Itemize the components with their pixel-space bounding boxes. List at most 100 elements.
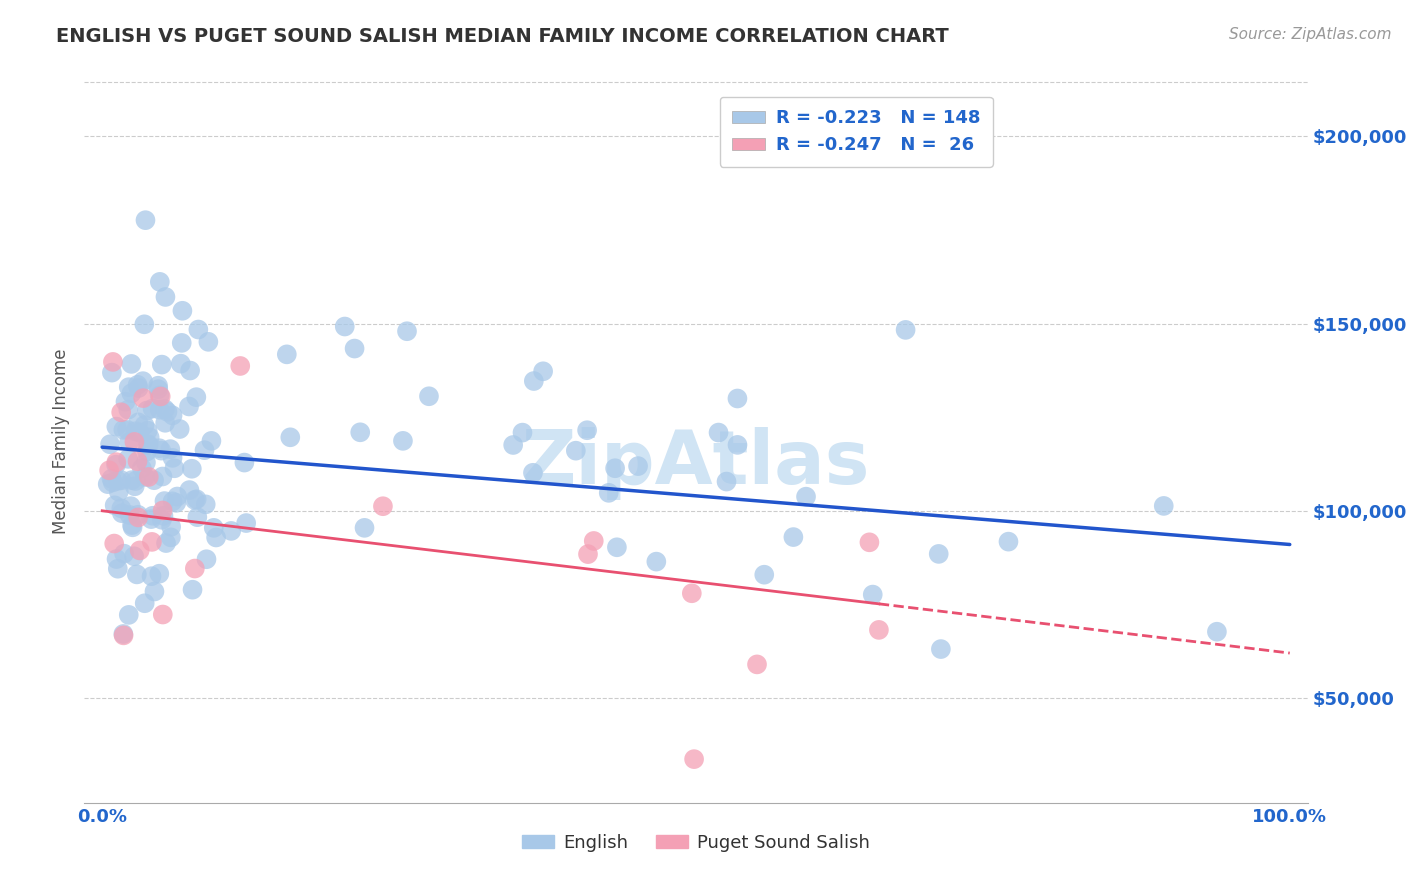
Point bbox=[155, 290, 177, 304]
Point bbox=[141, 569, 163, 583]
Point bbox=[184, 561, 207, 575]
Point bbox=[202, 521, 225, 535]
Point bbox=[681, 586, 703, 600]
Point bbox=[868, 623, 890, 637]
Point bbox=[170, 357, 193, 371]
Point bbox=[235, 516, 257, 530]
Point bbox=[371, 500, 394, 514]
Point bbox=[233, 456, 256, 470]
Point bbox=[127, 454, 149, 468]
Point bbox=[894, 323, 917, 337]
Point bbox=[142, 401, 165, 416]
Point bbox=[219, 524, 242, 538]
Point bbox=[181, 582, 204, 597]
Point bbox=[997, 534, 1019, 549]
Point bbox=[100, 472, 122, 486]
Text: ZipAtlas: ZipAtlas bbox=[522, 426, 870, 500]
Point bbox=[134, 596, 156, 610]
Point bbox=[112, 628, 135, 642]
Point bbox=[166, 490, 188, 504]
Point bbox=[172, 303, 194, 318]
Point bbox=[194, 497, 217, 511]
Point bbox=[134, 418, 156, 433]
Point bbox=[117, 451, 139, 466]
Point bbox=[110, 473, 132, 487]
Point bbox=[134, 213, 156, 227]
Point bbox=[132, 391, 155, 405]
Point bbox=[120, 499, 142, 513]
Point bbox=[349, 425, 371, 440]
Point bbox=[392, 434, 415, 448]
Point bbox=[127, 510, 149, 524]
Point bbox=[149, 402, 172, 417]
Point bbox=[148, 566, 170, 581]
Point bbox=[179, 483, 201, 497]
Point bbox=[101, 355, 124, 369]
Point bbox=[128, 543, 150, 558]
Point bbox=[627, 459, 650, 474]
Text: Source: ZipAtlas.com: Source: ZipAtlas.com bbox=[1229, 27, 1392, 42]
Point bbox=[117, 402, 139, 417]
Point bbox=[707, 425, 730, 440]
Point bbox=[105, 455, 128, 469]
Point bbox=[118, 607, 141, 622]
Point bbox=[112, 423, 135, 437]
Point bbox=[193, 443, 215, 458]
Point bbox=[395, 324, 418, 338]
Point bbox=[782, 530, 804, 544]
Point bbox=[169, 422, 191, 436]
Point bbox=[101, 475, 124, 490]
Point bbox=[128, 381, 150, 395]
Point bbox=[110, 501, 132, 516]
Point bbox=[103, 536, 125, 550]
Point bbox=[727, 438, 749, 452]
Point bbox=[276, 347, 298, 361]
Point bbox=[177, 400, 200, 414]
Point bbox=[112, 627, 135, 641]
Point bbox=[128, 425, 150, 440]
Point bbox=[138, 437, 160, 451]
Point bbox=[156, 405, 179, 419]
Point bbox=[163, 461, 186, 475]
Point bbox=[112, 547, 135, 561]
Point bbox=[124, 425, 146, 439]
Point bbox=[180, 462, 202, 476]
Point bbox=[170, 335, 193, 350]
Point bbox=[152, 508, 174, 523]
Point bbox=[200, 434, 222, 448]
Point bbox=[136, 438, 159, 452]
Point bbox=[928, 547, 950, 561]
Point bbox=[136, 444, 159, 458]
Point bbox=[582, 533, 605, 548]
Point bbox=[127, 415, 149, 429]
Point bbox=[132, 374, 155, 388]
Point bbox=[107, 474, 129, 488]
Point bbox=[98, 437, 121, 451]
Point bbox=[107, 484, 129, 499]
Point bbox=[127, 508, 149, 522]
Point bbox=[124, 474, 146, 488]
Point bbox=[104, 499, 127, 513]
Point bbox=[606, 541, 628, 555]
Point bbox=[512, 425, 534, 440]
Point bbox=[142, 508, 165, 523]
Point bbox=[576, 547, 599, 561]
Point bbox=[136, 403, 159, 417]
Point bbox=[162, 494, 184, 508]
Point bbox=[278, 430, 301, 444]
Point bbox=[134, 470, 156, 484]
Point bbox=[120, 357, 142, 371]
Point bbox=[101, 366, 124, 380]
Point bbox=[105, 552, 128, 566]
Point bbox=[523, 374, 546, 388]
Point bbox=[105, 419, 128, 434]
Point bbox=[138, 470, 160, 484]
Point bbox=[127, 377, 149, 392]
Point bbox=[1153, 499, 1175, 513]
Point bbox=[187, 322, 209, 336]
Point bbox=[152, 607, 174, 622]
Point bbox=[683, 752, 706, 766]
Point bbox=[165, 496, 187, 510]
Point bbox=[186, 510, 208, 524]
Point bbox=[195, 552, 218, 566]
